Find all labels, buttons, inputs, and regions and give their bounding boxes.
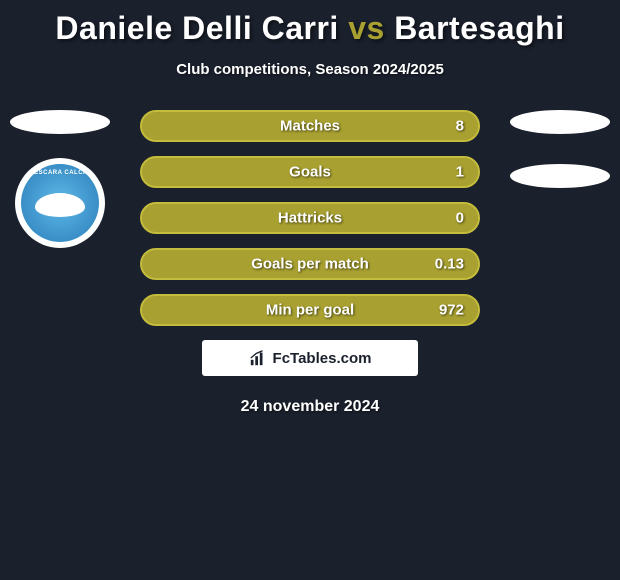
stat-bar-goals: Goals 1 [140,156,480,188]
badge-ellipse-left [10,110,110,134]
stat-value: 8 [456,118,464,135]
vs-separator: vs [348,10,385,46]
stat-label: Goals [289,164,331,181]
stat-label: Hattricks [278,210,342,227]
player1-name: Daniele Delli Carri [55,10,338,46]
subtitle: Club competitions, Season 2024/2025 [0,61,620,78]
stat-bar-goals-per-match: Goals per match 0.13 [140,248,480,280]
comparison-title: Daniele Delli Carri vs Bartesaghi [0,0,620,47]
stat-bar-matches: Matches 8 [140,110,480,142]
badge-ellipse-right-1 [510,110,610,134]
stat-value: 0 [456,210,464,227]
stat-bar-hattricks: Hattricks 0 [140,202,480,234]
stat-value: 0.13 [435,256,464,273]
stat-value: 972 [439,302,464,319]
stat-bar-min-per-goal: Min per goal 972 [140,294,480,326]
left-badges-column: PESCARA CALCIO [10,110,110,248]
stats-area: PESCARA CALCIO Matches 8 Goals 1 Hattric… [0,110,620,416]
date: 24 november 2024 [0,398,620,416]
club-logo-inner: PESCARA CALCIO [21,164,99,242]
chart-icon [249,349,267,367]
stat-label: Min per goal [266,302,354,319]
stat-value: 1 [456,164,464,181]
stat-label: Goals per match [251,256,369,273]
club-logo-text: PESCARA CALCIO [30,170,91,176]
stat-bars-container: Matches 8 Goals 1 Hattricks 0 Goals per … [140,110,480,326]
stat-label: Matches [280,118,340,135]
badge-ellipse-right-2 [510,164,610,188]
dolphin-icon [35,193,85,217]
watermark: FcTables.com [202,340,418,376]
player2-name: Bartesaghi [394,10,564,46]
right-badges-column [510,110,610,218]
club-logo: PESCARA CALCIO [15,158,105,248]
watermark-text: FcTables.com [273,350,372,367]
